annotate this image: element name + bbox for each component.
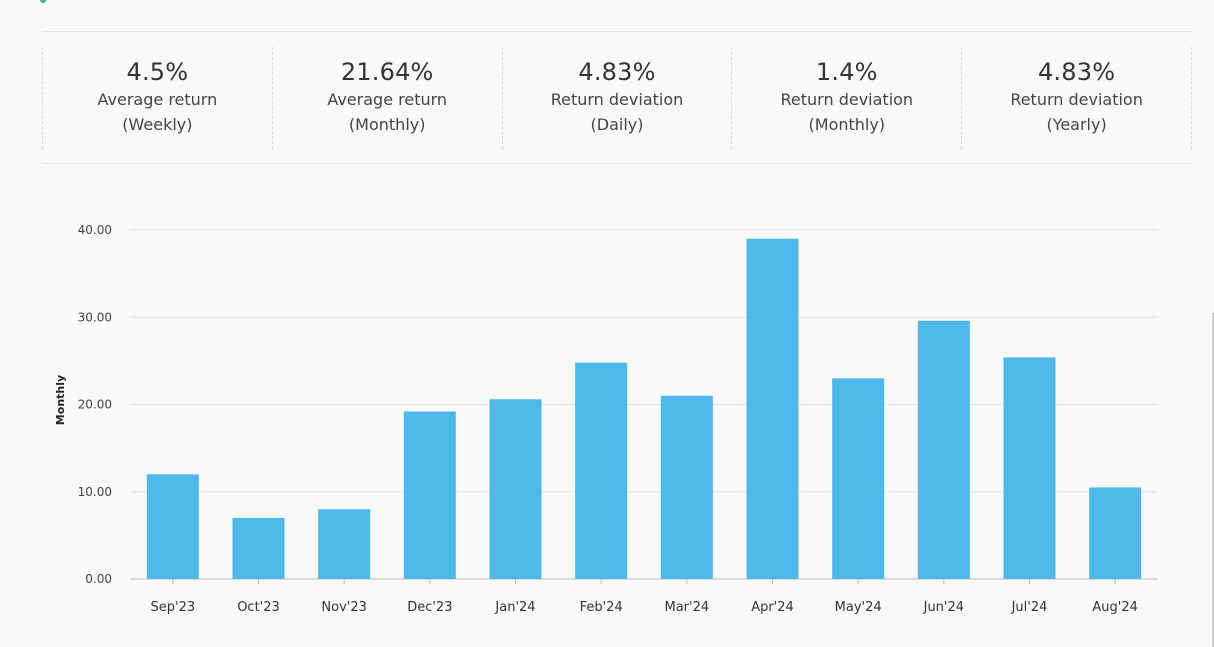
bar	[232, 517, 285, 579]
y-tick-label: 0.00	[85, 572, 112, 586]
bar	[1003, 357, 1056, 579]
x-tick-label: Jul'24	[1011, 600, 1048, 615]
x-tick-label: Nov'23	[321, 600, 367, 615]
stat-value: 4.83%	[578, 58, 656, 86]
x-tick-label: May'24	[835, 600, 882, 615]
accent-dot	[40, 0, 46, 3]
stat-label: Average return (Weekly)	[97, 90, 218, 134]
stat-label: Return deviation (Monthly)	[780, 90, 914, 134]
stat-value: 4.5%	[126, 58, 189, 86]
bar	[832, 378, 885, 579]
stats-summary: 4.5% Average return (Weekly) 21.64% Aver…	[42, 31, 1192, 164]
x-tick-label: Dec'23	[407, 600, 452, 615]
y-tick-label: 40.00	[78, 223, 112, 237]
x-tick-label: Sep'23	[151, 600, 196, 615]
x-tick-label: Jan'24	[494, 600, 535, 615]
x-tick-label: Oct'23	[237, 600, 280, 615]
stat-label: Return deviation (Yearly)	[1010, 90, 1143, 134]
y-tick-label: 30.00	[78, 310, 112, 324]
x-tick-label: Jun'24	[923, 600, 964, 615]
bar	[575, 362, 628, 579]
bar	[489, 399, 542, 579]
stat-weekly-average: 4.5% Average return (Weekly)	[42, 47, 272, 149]
x-tick-label: Mar'24	[665, 600, 710, 615]
stat-value: 21.64%	[340, 58, 434, 86]
stat-yearly-deviation: 4.83% Return deviation (Yearly)	[961, 47, 1192, 149]
bar	[146, 474, 199, 579]
y-axis-label: Monthly	[54, 375, 67, 425]
bar	[746, 238, 799, 579]
stat-monthly-average: 21.64% Average return (Monthly)	[271, 47, 502, 149]
bar	[1089, 487, 1142, 579]
x-tick-label: Apr'24	[751, 600, 794, 615]
x-tick-label: Aug'24	[1092, 600, 1138, 615]
stat-daily-deviation: 4.83% Return deviation (Daily)	[501, 47, 732, 149]
stat-value: 1.4%	[815, 58, 878, 86]
stat-label: Return deviation (Daily)	[550, 90, 684, 134]
stat-monthly-deviation: 1.4% Return deviation (Monthly)	[731, 47, 961, 149]
x-tick-label: Feb'24	[580, 600, 623, 615]
y-tick-label: 20.00	[78, 398, 112, 412]
scrollbar[interactable]	[1212, 313, 1214, 647]
monthly-returns-chart: 0.00 10.00 20.00 30.00 40.00 Monthly Sep'23 Oct…	[54, 223, 1158, 615]
y-tick-label: 10.00	[78, 485, 112, 499]
bar	[403, 411, 456, 579]
bar	[660, 395, 713, 579]
stat-label: Average return (Monthly)	[327, 90, 448, 134]
bar	[318, 509, 371, 579]
stat-value: 4.83%	[1037, 58, 1116, 86]
bar	[917, 320, 970, 579]
